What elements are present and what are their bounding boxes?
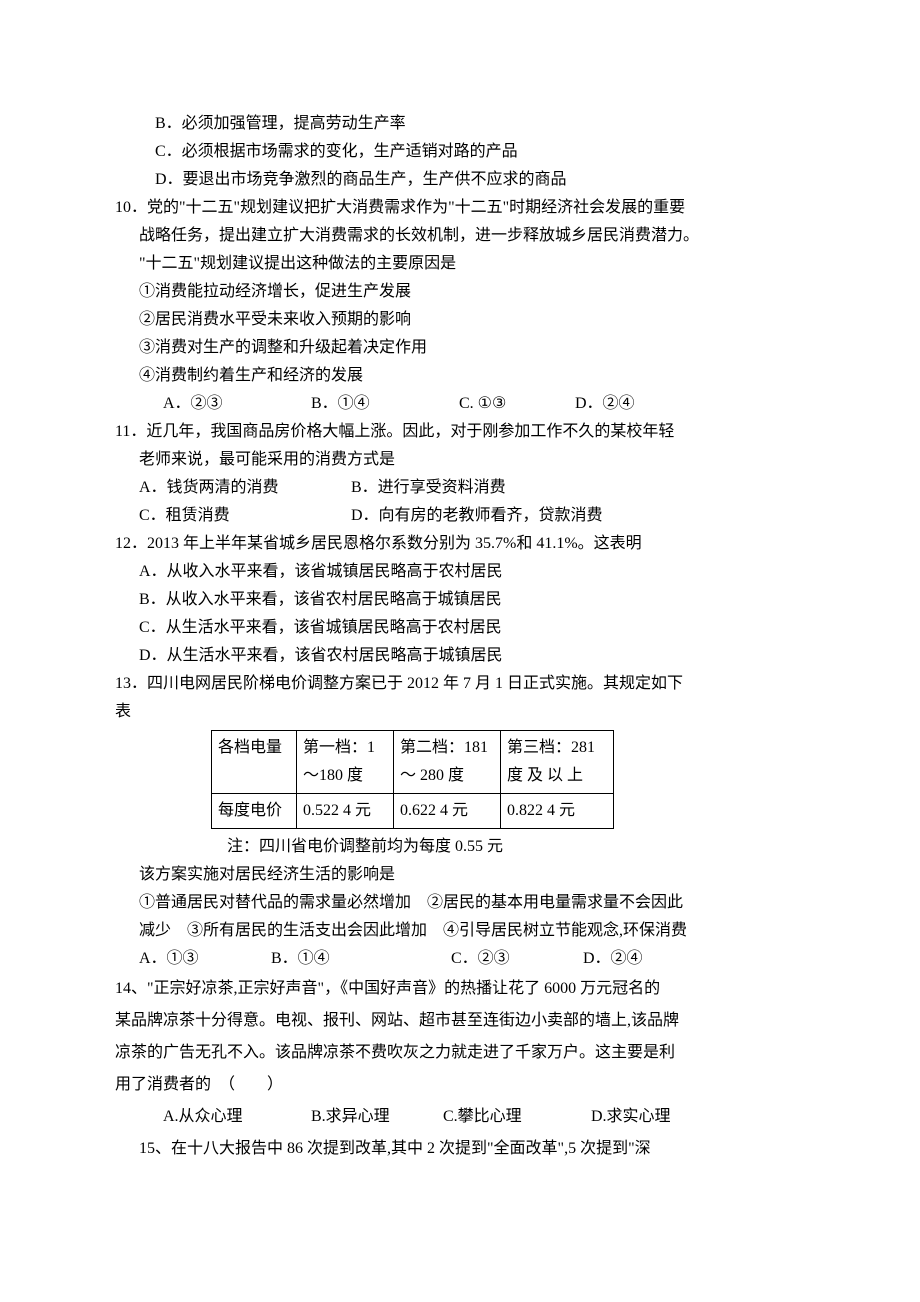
q13-stem-line1: 13．四川电网居民阶梯电价调整方案已于 2012 年 7 月 1 日正式实施。其… [115,670,820,698]
q13-after-line3: 减少 ③所有居民的生活支出会因此增加 ④引导居民树立节能观念,环保消费 [115,917,820,945]
q12-option-c: C．从生活水平来看，该省城镇居民略高于农村居民 [115,614,820,642]
q10-stem-line1: 10．党的"十二五"规划建议把扩大消费需求作为"十二五"时期经济社会发展的重要 [115,194,820,222]
q11-option-c: C．租赁消费 [139,502,347,530]
q13-option-a: A．①③ [139,945,267,973]
cell-tier-header: 各档电量 [212,731,297,794]
cell-tier3: 第三档：281 度 及 以 上 [501,731,614,794]
q12-option-b: B．从收入水平来看，该省农村居民略高于城镇居民 [115,586,820,614]
cell-tier1: 第一档：1～180 度 [297,731,394,794]
q12-stem: 12．2013 年上半年某省城乡居民恩格尔系数分别为 35.7%和 41.1%。… [115,530,820,558]
q10-statement-4: ④消费制约着生产和经济的发展 [115,362,820,390]
cell-price2: 0.622 4 元 [394,794,501,829]
q9-option-d: D．要退出市场竞争激烈的商品生产，生产供不应求的商品 [115,166,820,194]
q10-stem-line3: "十二五"规划建议提出这种做法的主要原因是 [115,250,820,278]
cell-price1: 0.522 4 元 [297,794,394,829]
cell-tier2: 第二档：181 ～ 280 度 [394,731,501,794]
q11-option-b: B．进行享受资料消费 [351,479,506,496]
q10-option-d: D．②④ [575,390,635,418]
q10-statement-1: ①消费能拉动经济增长，促进生产发展 [115,278,820,306]
q11-option-d: D．向有房的老教师看齐，贷款消费 [351,507,603,524]
q12-option-d: D．从生活水平来看，该省农村居民略高于城镇居民 [115,642,820,670]
q11-stem-line1: 11．近几年，我国商品房价格大幅上涨。因此，对于刚参加工作不久的某校年轻 [115,418,820,446]
q10-option-b: B．①④ [311,390,455,418]
q13-options: A．①③ B．①④ C．②③ D．②④ [115,945,820,973]
q10-statement-3: ③消费对生产的调整和升级起着决定作用 [115,334,820,362]
q11-options-row2: C．租赁消费 D．向有房的老教师看齐，贷款消费 [115,502,820,530]
q10-option-c: C. ①③ [459,390,571,418]
cell-price-header: 每度电价 [212,794,297,829]
q13-option-c: C．②③ [451,945,579,973]
q14-option-c: C.攀比心理 [443,1101,587,1133]
q13-option-d: D．②④ [583,945,643,973]
cell-price3: 0.822 4 元 [501,794,614,829]
q11-option-a: A．钱货两清的消费 [139,474,347,502]
table-row: 每度电价 0.522 4 元 0.622 4 元 0.822 4 元 [212,794,614,829]
q14-options: A.从众心理 B.求异心理 C.攀比心理 D.求实心理 [115,1101,820,1133]
q11-stem-line2: 老师来说，最可能采用的消费方式是 [115,446,820,474]
table-row: 各档电量 第一档：1～180 度 第二档：181 ～ 280 度 第三档：281… [212,731,614,794]
q10-options: A．②③ B．①④ C. ①③ D．②④ [115,390,820,418]
q14-stem-line1: 14、"正宗好凉茶,正宗好声音"，《中国好声音》的热播让花了 6000 万元冠名… [115,973,820,1005]
q14-stem-line2: 某品牌凉茶十分得意。电视、报刊、网站、超市甚至连街边小卖部的墙上,该品牌 [115,1005,820,1037]
q14-option-d: D.求实心理 [591,1101,671,1133]
q10-option-a: A．②③ [163,390,307,418]
q11-options-row1: A．钱货两清的消费 B．进行享受资料消费 [115,474,820,502]
q13-option-b: B．①④ [271,945,447,973]
q14-stem-line4: 用了消费者的 （ ） [115,1069,820,1101]
q14-stem-line3: 凉茶的广告无孔不入。该品牌凉茶不费吹灰之力就走进了千家万户。这主要是利 [115,1037,820,1069]
q10-statement-2: ②居民消费水平受未来收入预期的影响 [115,306,820,334]
q9-option-c: C．必须根据市场需求的变化，生产适销对路的产品 [115,138,820,166]
q14-option-b: B.求异心理 [311,1101,439,1133]
q13-after-line2: ①普通居民对替代品的需求量必然增加 ②居民的基本用电量需求量不会因此 [115,889,820,917]
q13-table: 各档电量 第一档：1～180 度 第二档：181 ～ 280 度 第三档：281… [211,730,614,829]
q14-option-a: A.从众心理 [163,1101,307,1133]
q9-option-b: B．必须加强管理，提高劳动生产率 [115,110,820,138]
q13-after-line1: 该方案实施对居民经济生活的影响是 [115,861,820,889]
q10-stem-line2: 战略任务，提出建立扩大消费需求的长效机制，进一步释放城乡居民消费潜力。 [115,222,820,250]
q12-option-a: A．从收入水平来看，该省城镇居民略高于农村居民 [115,558,820,586]
q15-stem-line1: 15、在十八大报告中 86 次提到改革,其中 2 次提到"全面改革",5 次提到… [115,1133,820,1165]
q13-note: 注：四川省电价调整前均为每度 0.55 元 [115,833,820,861]
q13-stem-line2: 表 [115,698,820,726]
